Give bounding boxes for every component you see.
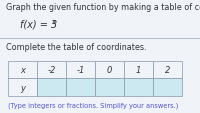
Bar — [66, 61, 95, 79]
Bar — [95, 79, 124, 96]
Bar — [124, 79, 153, 96]
Text: f(x) = 3: f(x) = 3 — [20, 19, 57, 29]
Bar — [95, 61, 124, 79]
Text: Graph the given function by making a table of coordinates.: Graph the given function by making a tab… — [6, 3, 200, 12]
Bar — [8, 61, 37, 79]
Bar — [124, 61, 153, 79]
Text: 0: 0 — [107, 65, 112, 74]
Bar — [37, 79, 66, 96]
Text: Complete the table of coordinates.: Complete the table of coordinates. — [6, 42, 146, 51]
Text: (Type integers or fractions. Simplify your answers.): (Type integers or fractions. Simplify yo… — [8, 102, 178, 108]
Bar — [8, 79, 37, 96]
Bar — [66, 79, 95, 96]
Bar — [153, 61, 182, 79]
Text: -2: -2 — [47, 65, 56, 74]
Text: x: x — [52, 19, 56, 25]
Text: 1: 1 — [136, 65, 141, 74]
Text: 2: 2 — [165, 65, 170, 74]
Text: y: y — [20, 83, 25, 92]
Text: -1: -1 — [76, 65, 85, 74]
Text: x: x — [20, 65, 25, 74]
Bar — [37, 61, 66, 79]
Bar — [153, 79, 182, 96]
